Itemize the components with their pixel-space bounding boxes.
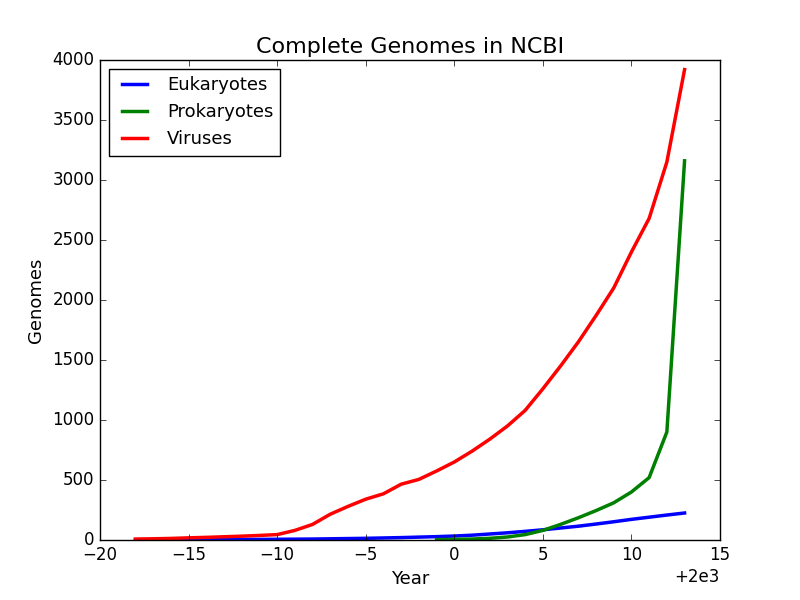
Eukaryotes	[290, 536, 300, 543]
Viruses	[609, 284, 618, 292]
Eukaryotes	[591, 520, 601, 527]
Eukaryotes	[432, 533, 442, 540]
Viruses	[148, 535, 158, 542]
Eukaryotes	[361, 535, 370, 542]
Prokaryotes	[556, 521, 566, 528]
Viruses	[626, 248, 636, 256]
Eukaryotes	[237, 536, 246, 543]
Viruses	[574, 338, 583, 346]
Viruses	[485, 436, 494, 443]
Eukaryotes	[485, 530, 494, 538]
Eukaryotes	[502, 529, 512, 536]
Prokaryotes	[591, 507, 601, 514]
Title: Complete Genomes in NCBI: Complete Genomes in NCBI	[256, 37, 564, 57]
Prokaryotes	[574, 514, 583, 521]
Viruses	[326, 511, 335, 518]
Prokaryotes	[467, 535, 477, 542]
Prokaryotes	[609, 499, 618, 506]
Eukaryotes	[378, 535, 388, 542]
Prokaryotes	[485, 535, 494, 542]
Prokaryotes	[680, 157, 690, 164]
Viruses	[343, 503, 353, 510]
Viruses	[184, 534, 194, 541]
Viruses	[467, 448, 477, 455]
Eukaryotes	[520, 528, 530, 535]
Eukaryotes	[644, 514, 654, 521]
Eukaryotes	[450, 532, 459, 539]
Eukaryotes	[396, 534, 406, 541]
Viruses	[202, 534, 211, 541]
Eukaryotes	[184, 536, 194, 543]
Eukaryotes	[343, 535, 353, 542]
Viruses	[237, 533, 246, 540]
Viruses	[538, 385, 548, 392]
Viruses	[450, 458, 459, 466]
Viruses	[361, 496, 370, 503]
Eukaryotes	[467, 532, 477, 539]
Eukaryotes	[148, 536, 158, 544]
Line: Eukaryotes: Eukaryotes	[135, 513, 685, 540]
Legend: Eukaryotes, Prokaryotes, Viruses: Eukaryotes, Prokaryotes, Viruses	[109, 69, 281, 155]
Eukaryotes	[308, 535, 318, 542]
Prokaryotes	[432, 536, 442, 543]
Eukaryotes	[254, 536, 264, 543]
Eukaryotes	[662, 511, 672, 518]
Viruses	[378, 490, 388, 497]
Prokaryotes	[450, 536, 459, 543]
Line: Prokaryotes: Prokaryotes	[437, 161, 685, 539]
Viruses	[308, 521, 318, 528]
Eukaryotes	[538, 526, 548, 533]
Viruses	[644, 215, 654, 222]
Prokaryotes	[520, 531, 530, 538]
Eukaryotes	[219, 536, 229, 543]
Eukaryotes	[626, 516, 636, 523]
Prokaryotes	[626, 488, 636, 496]
Viruses	[396, 481, 406, 488]
Eukaryotes	[130, 536, 140, 544]
Viruses	[556, 362, 566, 370]
Eukaryotes	[202, 536, 211, 543]
Prokaryotes	[538, 527, 548, 534]
Eukaryotes	[272, 536, 282, 543]
Viruses	[591, 312, 601, 319]
Viruses	[166, 535, 176, 542]
Eukaryotes	[414, 533, 424, 541]
Y-axis label: Genomes: Genomes	[27, 257, 46, 343]
X-axis label: Year: Year	[391, 571, 429, 589]
Viruses	[680, 66, 690, 73]
Viruses	[662, 158, 672, 166]
Prokaryotes	[502, 533, 512, 541]
Viruses	[272, 531, 282, 538]
Viruses	[290, 527, 300, 534]
Eukaryotes	[166, 536, 176, 543]
Viruses	[520, 407, 530, 414]
Eukaryotes	[326, 535, 335, 542]
Eukaryotes	[680, 509, 690, 517]
Viruses	[414, 476, 424, 483]
Viruses	[502, 422, 512, 430]
Viruses	[130, 535, 140, 542]
Viruses	[219, 533, 229, 541]
Prokaryotes	[662, 428, 672, 436]
Eukaryotes	[556, 524, 566, 532]
Viruses	[254, 532, 264, 539]
Eukaryotes	[574, 523, 583, 530]
Viruses	[432, 467, 442, 475]
Prokaryotes	[644, 474, 654, 481]
Eukaryotes	[609, 518, 618, 526]
Line: Viruses: Viruses	[135, 70, 685, 539]
